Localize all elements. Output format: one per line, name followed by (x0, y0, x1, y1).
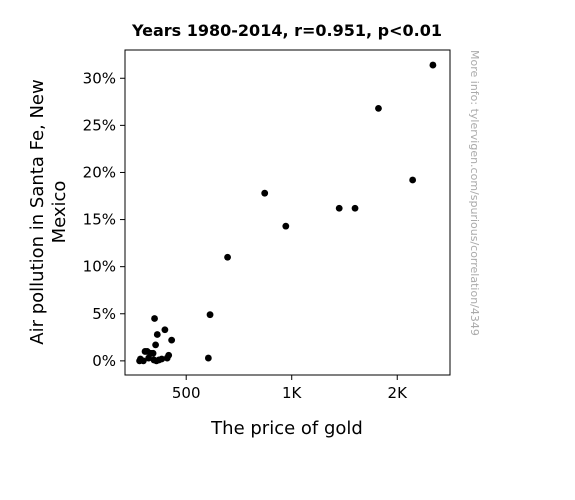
scatter-point (206, 311, 214, 319)
y-tick-label: 20% (83, 163, 116, 181)
scatter-point (351, 204, 359, 212)
y-tick-label: 30% (83, 69, 116, 87)
y-axis-label-line-1: Air pollution in Santa Fe, New (27, 79, 48, 344)
y-tick-label: 15% (83, 211, 116, 229)
axis-ticks: 500 1K 2K 0% 5% 10% 15% 20% 25% 30% (83, 69, 408, 402)
scatter-point (168, 336, 176, 344)
scatter-point (429, 61, 437, 69)
y-tick-label: 10% (83, 258, 116, 276)
chart-title: Years 1980-2014, r=0.951, p<0.01 (131, 21, 442, 40)
scatter-point (165, 351, 173, 359)
y-axis-label-group: Air pollution in Santa Fe, New Mexico (27, 79, 70, 344)
scatter-point (153, 331, 161, 338)
y-tick-label: 5% (92, 305, 116, 323)
scatter-point (204, 354, 212, 362)
x-tick-label: 2K (388, 384, 409, 402)
scatter-point (282, 222, 290, 230)
scatter-point (375, 105, 382, 112)
scatter-point (161, 326, 169, 334)
scatter-point (152, 341, 160, 349)
scatter-point (261, 189, 269, 197)
scatter-point (409, 176, 417, 184)
scatter-points (136, 61, 437, 365)
x-tick-label: 500 (172, 384, 201, 402)
y-tick-label: 0% (92, 352, 116, 370)
scatter-point (224, 253, 231, 261)
x-tick-label: 1K (282, 384, 303, 402)
watermark-source: More info: tylervigen.com/spurious/corre… (468, 50, 481, 336)
y-axis-label-line-2: Mexico (49, 181, 70, 244)
y-tick-label: 25% (83, 116, 116, 134)
scatter-point (335, 204, 343, 212)
scatter-point (149, 349, 157, 357)
scatter-point (158, 355, 166, 363)
scatter-point (139, 357, 147, 365)
x-axis-label: The price of gold (210, 418, 363, 439)
plot-area-frame (124, 49, 451, 376)
scatter-point (151, 315, 158, 322)
